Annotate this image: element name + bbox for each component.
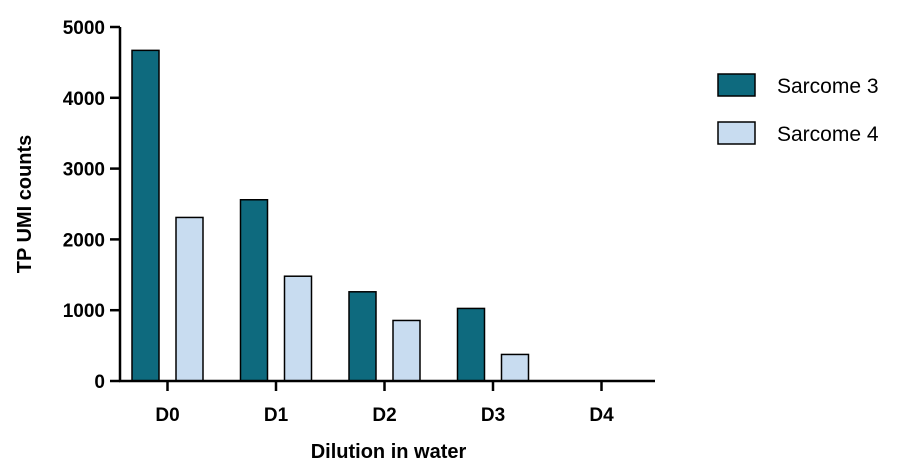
bar-sarcome-4-d3 — [500, 353, 530, 382]
y-tick-label: 0 — [94, 372, 105, 393]
x-axis-title: Dilution in water — [311, 441, 467, 463]
x-tick-label: D3 — [481, 405, 505, 426]
y-tick-label: 2000 — [63, 230, 105, 251]
y-axis-title: TP UMI counts — [14, 135, 36, 274]
bars-group — [131, 49, 530, 382]
bar-sarcome-3-d3 — [456, 307, 486, 382]
x-axis: D0 D1 D2 D3 D4 — [119, 379, 655, 426]
legend: Sarcome 3 Sarcome 4 — [717, 73, 879, 146]
x-tick-label: D4 — [589, 405, 614, 426]
legend-label: Sarcome 3 — [777, 75, 879, 98]
bar-sarcome-4-d2 — [392, 319, 421, 382]
bar-sarcome-3-d2 — [348, 291, 377, 382]
y-axis: 0 1000 2000 3000 4000 5000 — [63, 18, 122, 393]
legend-swatch — [717, 73, 756, 97]
bar-sarcome-3-d0 — [131, 49, 160, 382]
legend-label: Sarcome 4 — [777, 123, 879, 146]
legend-swatch — [717, 121, 756, 145]
y-tick-label: 4000 — [63, 89, 105, 110]
bar-sarcome-4-d1 — [283, 275, 313, 382]
y-tick-label: 3000 — [63, 160, 105, 181]
bar-sarcome-3-d1 — [239, 199, 269, 382]
bar-sarcome-4-d0 — [175, 216, 204, 382]
y-tick-label: 1000 — [63, 301, 105, 322]
x-tick-label: D1 — [264, 405, 289, 426]
x-tick-label: D2 — [372, 405, 396, 426]
x-tick-label: D0 — [155, 405, 179, 426]
y-tick-label: 5000 — [63, 18, 105, 39]
